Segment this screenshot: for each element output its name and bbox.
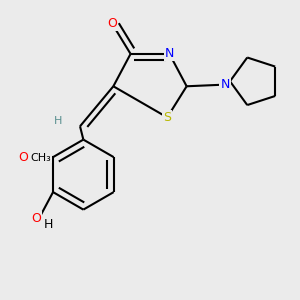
Text: H: H bbox=[54, 116, 62, 126]
Text: N: N bbox=[165, 47, 174, 60]
Text: O: O bbox=[107, 17, 117, 30]
Text: O: O bbox=[31, 212, 40, 225]
Text: CH₃: CH₃ bbox=[30, 153, 51, 163]
Text: S: S bbox=[163, 111, 171, 124]
Text: H: H bbox=[44, 218, 53, 231]
Text: N: N bbox=[220, 78, 230, 91]
Text: O: O bbox=[18, 151, 28, 164]
